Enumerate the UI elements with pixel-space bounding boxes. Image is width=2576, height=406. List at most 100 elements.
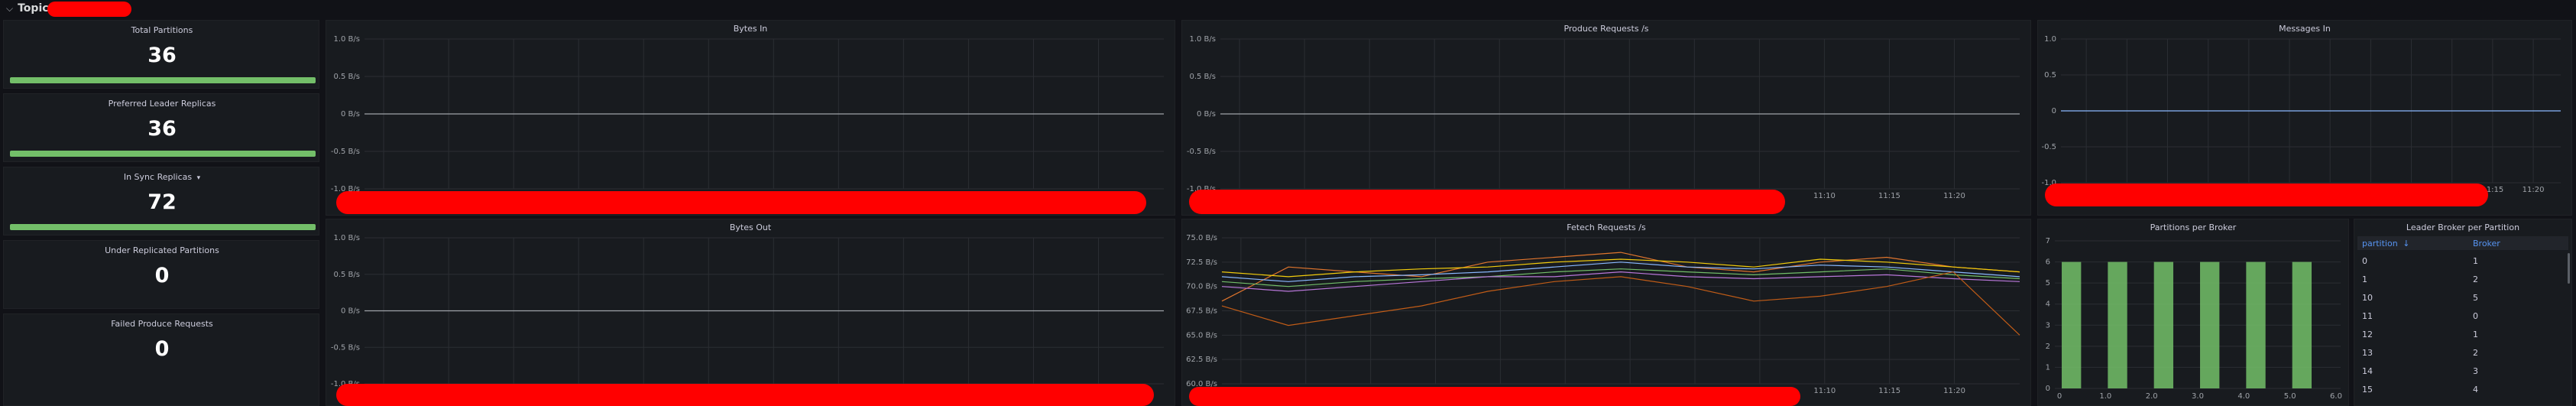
- stat-preferred-leader-replicas[interactable]: Preferred Leader Replicas 36: [3, 93, 319, 162]
- cell-broker: 0: [2473, 310, 2478, 321]
- column-header-broker[interactable]: Broker: [2473, 238, 2500, 248]
- chart-svg[interactable]: 1.0 B/s0.5 B/s0 B/s-0.5 B/s-1.0 B/s10:25…: [1182, 21, 2030, 215]
- chart-svg[interactable]: 75.0 B/s 72.5 B/s 70.0 B/s 67.5 B/s 65.0 B/s…: [1182, 219, 2030, 405]
- series-line: [1221, 271, 2020, 292]
- panel-produce-requests[interactable]: Produce Requests /s 1.0 B/s 0.5 B/s 0 B/s -…: [1181, 20, 2031, 216]
- panel-menu-icon[interactable]: ▾: [196, 174, 201, 182]
- redaction-mark: [1189, 190, 1785, 214]
- stat-gauge-bar: [10, 224, 316, 230]
- x-tick-label: 11:15: [1878, 192, 1900, 200]
- table-row: 12 1: [2357, 325, 2568, 343]
- table-row: 14 3: [2357, 362, 2568, 380]
- table-row: 15 4: [2357, 380, 2568, 398]
- cell-partition: 0: [2362, 255, 2367, 266]
- panel-title: Messages In: [2279, 24, 2331, 34]
- y-tick-label: 1.0 B/s: [1189, 35, 1216, 44]
- redaction-mark: [336, 384, 1154, 406]
- x-tick-label: 11:15: [2481, 186, 2503, 194]
- redaction-mark: [47, 2, 131, 17]
- y-tick-label: 75.0 B/s: [1186, 234, 1217, 242]
- y-tick-label: -1.0 B/s: [1187, 185, 1216, 193]
- y-tick-label: 1.0: [2044, 35, 2056, 44]
- chart-svg[interactable]: 1.0 B/s0.5 B/s0 B/s-0.5 B/s-1.0 B/s10:25…: [326, 21, 1175, 215]
- bar: [2062, 261, 2082, 388]
- panel-bytes-out[interactable]: Bytes Out 1.0 B/s 0.5 B/s 0 B/s -0.5 B/s -1.…: [326, 219, 1175, 406]
- stat-failed-produce-requests[interactable]: Failed Produce Requests 0: [3, 313, 319, 406]
- scrollbar[interactable]: [2568, 253, 2570, 284]
- stat-label: Under Replicated Partitions: [105, 245, 219, 255]
- chevron-down-icon[interactable]: ⌵: [6, 2, 14, 14]
- x-tick-label: 11:10: [1813, 387, 1836, 395]
- redaction-mark: [2045, 184, 2488, 206]
- panel-fetch-requests[interactable]: Fetech Requests /s 75.0 B/s 72.5 B/s 70.0 …: [1181, 219, 2031, 406]
- y-tick-label: 5: [2046, 279, 2050, 287]
- series-line: [1221, 261, 2020, 282]
- y-tick-label: 65.0 B/s: [1186, 331, 1217, 339]
- stat-value: 36: [147, 44, 177, 67]
- panel-title: Leader Broker per Partition: [2406, 222, 2520, 232]
- stat-gauge-bar: [10, 77, 316, 83]
- table-row: 13 2: [2357, 343, 2568, 362]
- cell-broker: 1: [2473, 255, 2478, 266]
- y-tick-label: 62.5 B/s: [1186, 356, 1217, 364]
- panel-title: Bytes In: [733, 24, 768, 34]
- y-tick-label: 1.0 B/s: [333, 35, 360, 44]
- y-tick-label: 0 B/s: [341, 110, 360, 119]
- y-tick-label: -0.5: [2041, 143, 2056, 151]
- series-line: [1221, 271, 2020, 336]
- panel-leader-broker[interactable]: Leader Broker per Partition partition ↓ …: [2354, 219, 2572, 406]
- y-tick-label: -0.5 B/s: [331, 148, 360, 156]
- stat-label: Preferred Leader Replicas: [108, 99, 216, 109]
- cell-partition: 11: [2362, 310, 2373, 321]
- y-tick-label: 0: [2046, 385, 2050, 393]
- panel-bytes-in[interactable]: Bytes In 1.0 B/s 0.5 B/s 0 B/s -0.5 B/s -1.0…: [326, 20, 1175, 216]
- y-tick-label: -1.0: [2041, 179, 2056, 187]
- stat-value: 36: [147, 117, 177, 141]
- cell-broker: 1: [2473, 329, 2478, 339]
- cell-partition: 15: [2362, 384, 2373, 395]
- stat-gauge-bar: [10, 151, 316, 157]
- cell-broker: 2: [2473, 274, 2478, 284]
- panel-title: Fetech Requests /s: [1567, 222, 1646, 232]
- x-tick-label: 5.0: [2284, 392, 2296, 401]
- y-tick-label: 4: [2046, 300, 2050, 309]
- y-tick-label: 0.5 B/s: [333, 73, 360, 81]
- stat-label: In Sync Replicas ▾: [4, 172, 320, 182]
- panel-partitions-per-broker[interactable]: Partitions per Broker 7 6 5 4 3 2 1 0 0 1.0 2.0 3.0…: [2037, 219, 2349, 406]
- cell-partition: 10: [2362, 292, 2373, 303]
- x-tick-label: 11:20: [2523, 186, 2545, 194]
- cell-broker: 5: [2473, 292, 2478, 303]
- y-tick-label: 0 B/s: [1197, 110, 1216, 119]
- cell-broker: 3: [2473, 365, 2478, 376]
- cell-broker: 4: [2473, 384, 2478, 395]
- x-tick-label: 4.0: [2237, 392, 2250, 401]
- x-tick-label: 0: [2057, 392, 2062, 401]
- y-tick-label: -0.5 B/s: [1187, 148, 1216, 156]
- panel-title: Produce Requests /s: [1563, 24, 1649, 34]
- y-tick-label: -0.5 B/s: [331, 343, 360, 352]
- cell-partition: 13: [2362, 347, 2373, 358]
- chart-svg[interactable]: 7 6 5 4 3 2 1 00 1.0 2.0 3.0 4.0 5.0 6.0: [2038, 219, 2348, 405]
- cell-partition: 14: [2362, 365, 2373, 376]
- stat-total-partitions[interactable]: Total Partitions 36: [3, 20, 319, 89]
- x-tick-label: 11:15: [1878, 387, 1900, 395]
- y-tick-label: 67.5 B/s: [1186, 307, 1217, 316]
- stat-value: 0: [154, 337, 170, 361]
- x-tick-label: 11:20: [1943, 387, 1965, 395]
- column-header-partition[interactable]: partition ↓: [2362, 238, 2410, 248]
- stat-under-replicated-partitions[interactable]: Under Replicated Partitions 0: [3, 240, 319, 309]
- bar: [2108, 261, 2127, 388]
- redaction-mark: [336, 191, 1146, 214]
- redaction-mark: [1189, 387, 1800, 406]
- series-line: [1221, 268, 2020, 287]
- stat-in-sync-replicas[interactable]: In Sync Replicas ▾ 72: [3, 167, 319, 235]
- bar: [2292, 261, 2312, 388]
- y-tick-label: 1: [2046, 363, 2050, 372]
- y-tick-label: 0.5: [2044, 71, 2056, 80]
- row-header-topic-info[interactable]: ⌵ Topic Info: [0, 0, 2576, 17]
- chart-svg[interactable]: 1.0 B/s0.5 B/s0 B/s-0.5 B/s-1.0 B/s10:25…: [326, 219, 1175, 405]
- y-tick-label: 3: [2046, 321, 2050, 330]
- bar: [2153, 261, 2174, 388]
- stat-label: Total Partitions: [131, 25, 193, 35]
